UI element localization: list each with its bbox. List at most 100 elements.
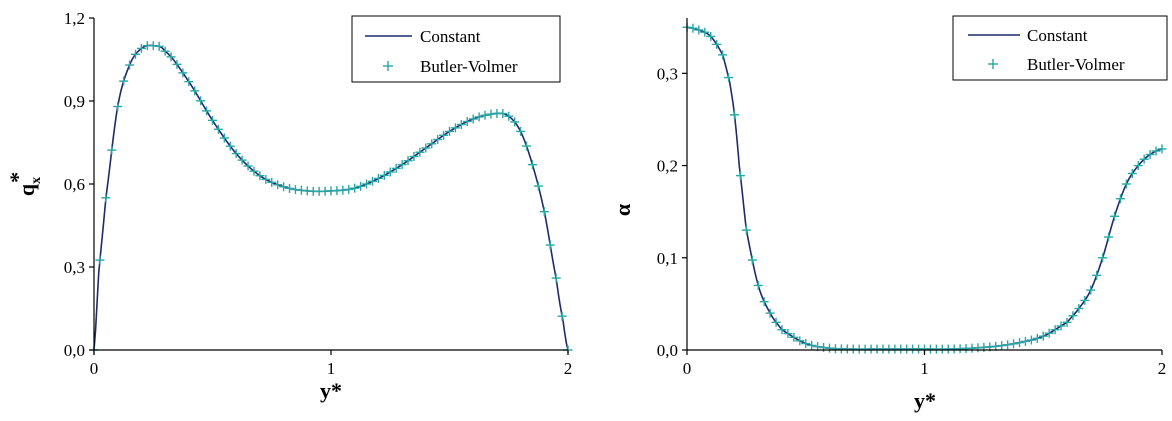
chart-left-bv-point: [445, 126, 454, 136]
chart-right-bv-point: [1080, 295, 1090, 305]
chart-left-ylabel: qx*: [5, 172, 44, 196]
chart-left-bv-point: [95, 255, 105, 265]
chart-right-bv-point: [1092, 270, 1102, 280]
chart-left-ytick-label-1: 0,3: [64, 258, 85, 277]
chart-left-ytick-label-3: 0,9: [64, 92, 85, 111]
chart-right-ytick-label-1: 0,1: [657, 249, 678, 268]
chart-left-ytick-label-0: 0,0: [64, 341, 85, 360]
chart-left-bv-point: [119, 76, 129, 86]
chart-right-bv-point: [753, 280, 763, 290]
chart-right-bv-point: [1009, 339, 1019, 349]
chart-right-bv-point: [700, 27, 710, 37]
chart-left-bv-point: [160, 46, 170, 56]
chart-left-ylabel-main: q: [14, 183, 39, 196]
chart-right-bv-point: [1032, 333, 1042, 343]
chart-left-bv-point: [101, 193, 111, 203]
chart-right-xlabel: y*: [914, 388, 936, 413]
chart-right-bv-point: [997, 341, 1007, 351]
chart-left-bv-point: [367, 176, 377, 186]
chart-right-bv-point: [1157, 144, 1167, 154]
chart-left-ylabel-sub: x: [29, 177, 44, 184]
chart-right-bv-point: [1139, 154, 1149, 164]
chart-right-bv-point: [1074, 304, 1084, 313]
chart-left-bv-point: [480, 110, 490, 120]
chart-left-bv-point: [350, 183, 360, 193]
chart-left-bv-point: [403, 156, 413, 166]
chart-left-bv-point: [202, 106, 212, 116]
chart-left-bv-point: [154, 41, 164, 51]
chart-right-ytick-label-2: 0,2: [657, 157, 678, 176]
chart-left-bv-point: [379, 170, 389, 180]
chart-left-bv-point: [208, 115, 217, 125]
chart-left-bv-point: [468, 114, 478, 124]
chart-left-legend: Constant Butler-Volmer: [351, 15, 561, 83]
chart-left-bv-point: [433, 134, 443, 144]
chart-left-bv-point: [190, 86, 200, 96]
chart-left-bv-point: [338, 185, 348, 195]
chart-right-bv-point: [783, 329, 793, 339]
chart-right-bv-point: [718, 50, 728, 60]
chart-left-bv-point: [219, 133, 229, 143]
chart-right-bv-point: [1104, 232, 1114, 242]
chart-left-bv-point: [498, 109, 508, 119]
chart-right-bv-point: [1050, 325, 1060, 335]
chart-right-xtick-label-2: 2: [1158, 359, 1167, 378]
chart-left-legend-label-constant: Constant: [420, 27, 481, 46]
chart-left-bv-point: [516, 126, 526, 136]
chart-right-bv-point: [991, 341, 1001, 351]
chart-left-ticks: 0,0 0,3 0,6 0,9 1,2 0 1 2: [64, 9, 573, 378]
chart-left-marks: [89, 41, 573, 355]
chart-right-bv-point: [1133, 161, 1143, 171]
chart-right-bv-point: [1151, 146, 1161, 156]
chart-left-bv-point: [279, 182, 289, 192]
chart-right-bv-point: [801, 339, 811, 349]
chart-right-marks: [682, 22, 1167, 354]
chart-right-bv-point: [1026, 335, 1036, 345]
chart-right-ytick-label-0: 0,0: [657, 341, 678, 360]
chart-right-ytick-label-3: 0,3: [657, 64, 678, 83]
chart-right-bv-point: [1068, 311, 1078, 321]
chart-left-bv-point: [533, 181, 543, 191]
chart-right-legend-label-bv: Butler-Volmer: [1027, 55, 1125, 74]
chart-left-bv-point: [462, 117, 472, 127]
chart-right-bv-point: [741, 225, 751, 235]
chart-left-bv-point: [184, 77, 194, 87]
chart-left-bv-point: [344, 184, 354, 194]
chart-left-ytick-label-4: 1,2: [64, 9, 85, 28]
chart-left-xtick-label-1: 1: [327, 359, 336, 378]
chart-left-bv-point: [125, 60, 135, 70]
chart-left-bv-point: [196, 96, 206, 106]
chart-right-legend-marker-swatch: [988, 59, 998, 69]
chart-right-bv-point: [730, 110, 739, 120]
chart-left-ytick-label-2: 0,6: [64, 175, 85, 194]
chart-left: 0,0 0,3 0,6 0,9 1,2 0 1 2 y* qx* Constant Butle…: [5, 9, 573, 403]
chart-right-bv-point: [688, 23, 698, 33]
chart-left-bv-point: [539, 207, 549, 217]
chart-left-bv-point: [415, 147, 425, 157]
chart-left-bv-point: [510, 117, 520, 127]
chart-left-legend-label-bv: Butler-Volmer: [420, 57, 518, 76]
chart-left-bv-point: [551, 273, 561, 283]
chart-left-bv-point: [362, 179, 372, 189]
chart-right-bv-point: [789, 332, 799, 342]
chart-right-ticks: 0,0 0,1 0,2 0,3 0 1 2: [657, 64, 1167, 378]
chart-right-bv-point: [1127, 168, 1137, 178]
chart-left-bv-point: [285, 183, 295, 193]
chart-left-bv-point: [178, 68, 188, 78]
chart-left-bv-point: [237, 155, 247, 165]
chart-left-bv-point: [450, 123, 460, 133]
chart-right-bv-point: [1110, 211, 1119, 221]
chart-right-bv-point: [1015, 338, 1024, 348]
chart-left-ylabel-sup: *: [5, 172, 30, 183]
chart-left-series-constant-line: [93, 44, 569, 351]
chart-left-bv-point: [522, 141, 532, 151]
chart-left-bv-point: [113, 102, 123, 112]
chart-left-bv-point: [409, 152, 419, 162]
chart-left-bv-point: [130, 49, 140, 59]
chart-right-bv-point: [1145, 149, 1155, 159]
chart-left-bv-point: [397, 160, 407, 170]
chart-right-bv-point: [1038, 331, 1048, 341]
chart-left-bv-point: [255, 171, 265, 181]
chart-left-bv-point: [527, 160, 537, 170]
